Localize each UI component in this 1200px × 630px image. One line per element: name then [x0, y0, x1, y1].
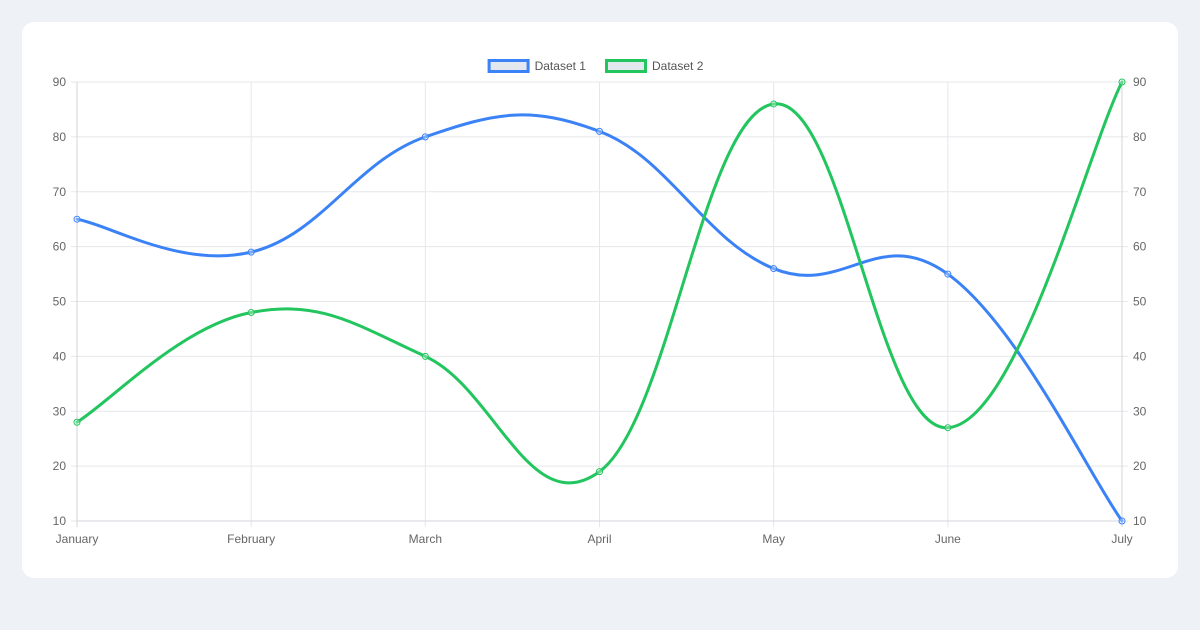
- data-point[interactable]: [596, 127, 603, 135]
- x-tick-label: February: [227, 532, 275, 546]
- data-point[interactable]: [73, 215, 81, 223]
- y-axis-left: 10 20 30 40 50 60 70 80 90: [53, 75, 67, 528]
- x-tick-label: July: [1111, 532, 1132, 546]
- y-tick-label-right: 30: [1133, 404, 1147, 418]
- y-tick-label-right: 80: [1133, 130, 1147, 144]
- data-point[interactable]: [596, 468, 603, 476]
- series-line: [75, 80, 1124, 485]
- x-tick-label: January: [56, 532, 99, 546]
- chart-card: 10 20 30 40 50 60 70 80 90 10 20 30 40 50 60 70 80 90 Ja…: [22, 22, 1178, 578]
- x-tick-label: April: [587, 532, 611, 546]
- y-tick-label-left: 80: [53, 130, 67, 144]
- series-1: [73, 113, 1126, 525]
- y-tick-label-left: 30: [53, 404, 67, 418]
- line-chart: 10 20 30 40 50 60 70 80 90 10 20 30 40 50 60 70 80 90 Ja…: [53, 59, 1147, 546]
- x-axis: January February March April May June July: [56, 532, 1133, 546]
- data-point[interactable]: [421, 352, 429, 360]
- data-point[interactable]: [421, 133, 429, 141]
- y-tick-label-left: 50: [53, 295, 67, 309]
- x-tick-label: June: [935, 532, 961, 546]
- series-lines: [73, 78, 1126, 525]
- data-point[interactable]: [247, 248, 255, 256]
- y-tick-label-right: 10: [1133, 514, 1147, 528]
- y-tick-label-left: 40: [53, 349, 67, 363]
- legend-label: Dataset 2: [652, 59, 704, 73]
- y-tick-label-left: 20: [53, 459, 67, 473]
- series-line: [75, 113, 1124, 523]
- y-tick-label-right: 40: [1133, 349, 1147, 363]
- legend-swatch: [487, 59, 530, 73]
- data-point[interactable]: [944, 270, 952, 278]
- data-point[interactable]: [944, 424, 952, 432]
- legend-swatch: [605, 59, 647, 73]
- data-point[interactable]: [1118, 517, 1126, 525]
- y-tick-label-left: 10: [53, 514, 67, 528]
- y-tick-label-left: 70: [53, 185, 67, 199]
- legend-item-dataset-2[interactable]: Dataset 2: [605, 59, 704, 73]
- legend[interactable]: Dataset 1 Dataset 2: [487, 59, 704, 73]
- data-point[interactable]: [73, 418, 81, 426]
- x-tick-label: May: [762, 532, 785, 546]
- legend-label: Dataset 1: [535, 59, 587, 73]
- series-2: [73, 78, 1126, 485]
- data-point[interactable]: [247, 308, 255, 316]
- data-point[interactable]: [770, 100, 778, 108]
- y-tick-label-left: 90: [53, 75, 67, 89]
- y-axis-right: 10 20 30 40 50 60 70 80 90: [1133, 75, 1147, 528]
- y-tick-label-right: 20: [1133, 459, 1147, 473]
- grid-lines: [71, 81, 1128, 527]
- data-point[interactable]: [1118, 78, 1126, 86]
- y-tick-label-right: 90: [1133, 75, 1147, 89]
- data-point[interactable]: [770, 265, 778, 273]
- y-tick-label-right: 70: [1133, 185, 1147, 199]
- y-tick-label-right: 60: [1133, 240, 1147, 254]
- legend-item-dataset-1[interactable]: Dataset 1: [487, 59, 587, 73]
- y-tick-label-right: 50: [1133, 295, 1147, 309]
- y-tick-label-left: 60: [53, 240, 67, 254]
- x-tick-label: March: [409, 532, 442, 546]
